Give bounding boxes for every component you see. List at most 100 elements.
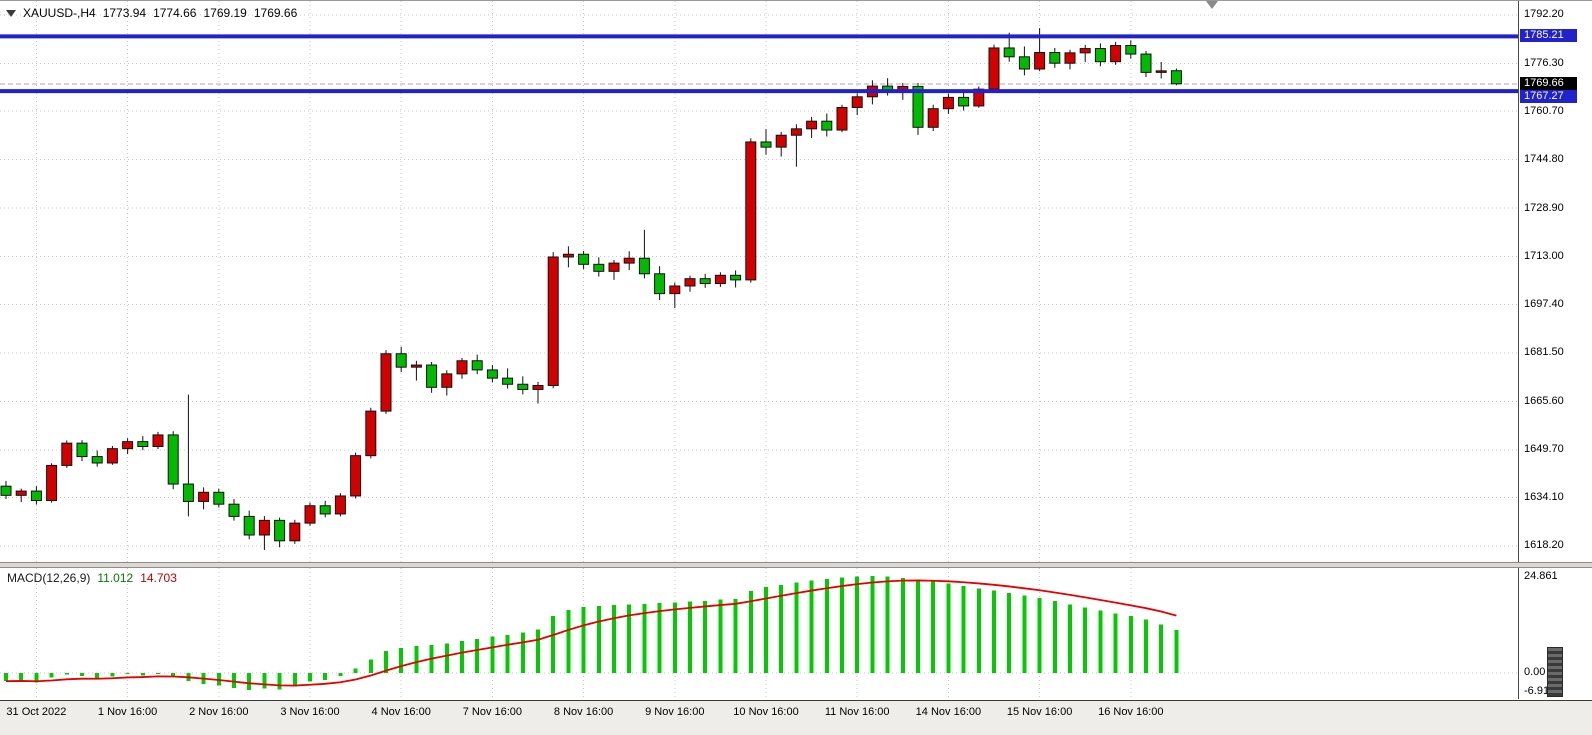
candle: [486, 369, 498, 379]
candle: [441, 373, 453, 388]
candle: [988, 47, 1000, 90]
macd-axis[interactable]: 24.861 0.00 -6.91: [1518, 568, 1592, 699]
time-axis-label: 2 Nov 16:00: [189, 706, 249, 718]
macd-panel[interactable]: MACD(12,26,9) 11.012 14.703: [0, 568, 1518, 699]
price-axis-label: 1744.80: [1524, 153, 1564, 166]
candle: [912, 85, 924, 128]
candle: [471, 360, 483, 371]
candle: [61, 442, 73, 466]
candle: [851, 96, 863, 108]
quick-trade-toggle-icon[interactable]: [6, 9, 16, 17]
price-axis[interactable]: 1785.21 1769.66 1767.27 1792.20 1776.30 17…: [1518, 1, 1592, 562]
candle: [942, 96, 954, 110]
candle: [593, 263, 605, 272]
price-axis-label: 1792.20: [1524, 8, 1564, 21]
candle: [1094, 48, 1106, 63]
ohlc-open: 1773.94: [102, 6, 147, 20]
candle: [730, 274, 742, 281]
candle: [228, 503, 240, 517]
candle: [456, 360, 468, 375]
level-lines-group[interactable]: [0, 34, 1518, 94]
candle: [15, 490, 27, 496]
symbol-info: XAUUSD-,H4 1773.94 1774.66 1769.19 1769.…: [6, 6, 297, 20]
candle: [319, 505, 331, 515]
macd-svg[interactable]: [0, 568, 1518, 699]
candle: [380, 353, 392, 412]
candle: [1064, 52, 1076, 64]
candle: [1003, 47, 1015, 58]
candle: [0, 485, 12, 496]
price-axis-label: 1634.10: [1524, 490, 1564, 503]
macd-zero-label: 0.00: [1524, 666, 1546, 678]
candle: [638, 257, 650, 275]
candle: [1018, 56, 1030, 70]
candle: [76, 442, 88, 458]
macd-grid-lines: [0, 568, 1518, 699]
price-axis-label: 1649.70: [1524, 443, 1564, 456]
candle: [167, 434, 179, 485]
candle: [1170, 70, 1182, 85]
candle: [775, 134, 787, 148]
macd-max-label: 24.861: [1524, 570, 1558, 582]
price-axis-label: 1760.70: [1524, 104, 1564, 117]
time-axis-label: 16 Nov 16:00: [1098, 706, 1164, 718]
candle: [426, 364, 438, 388]
time-axis[interactable]: 31 Oct 2022 1 Nov 16:00 2 Nov 16:00 3 Nov 1…: [0, 700, 1592, 735]
price-chart[interactable]: XAUUSD-,H4 1773.94 1774.66 1769.19 1769.…: [0, 1, 1518, 562]
candle: [106, 448, 118, 464]
candle: [578, 253, 590, 265]
candle: [1125, 45, 1137, 55]
time-axis-label: 10 Nov 16:00: [733, 706, 799, 718]
resistance-price-tag: 1785.21: [1520, 29, 1577, 42]
candle: [137, 441, 149, 448]
candle: [745, 141, 757, 281]
candle: [1034, 52, 1046, 70]
time-axis-label: 8 Nov 16:00: [553, 706, 614, 718]
symbol-period-label: XAUUSD-,H4: [23, 6, 96, 20]
time-axis-label: 15 Nov 16:00: [1006, 706, 1073, 718]
candle: [122, 441, 134, 450]
time-axis-label: 4 Nov 16:00: [371, 706, 431, 718]
candle: [365, 410, 377, 457]
candle: [806, 120, 818, 130]
candle: [1155, 70, 1167, 73]
candle: [198, 491, 210, 502]
macd-signal-line: [5, 579, 1177, 687]
candle: [502, 377, 514, 385]
candle: [1110, 45, 1122, 63]
candle: [91, 456, 103, 464]
candle: [46, 464, 58, 502]
scrollbar-thumb[interactable]: [1547, 647, 1563, 697]
candle: [532, 384, 544, 390]
candle: [258, 519, 270, 536]
candle: [289, 522, 301, 542]
candles-group: [0, 28, 1182, 550]
time-axis-label: 11 Nov 16:00: [824, 706, 890, 718]
candle: [821, 120, 833, 131]
candle: [213, 491, 225, 505]
candle: [410, 364, 422, 368]
support-price-tag: 1767.27: [1520, 90, 1577, 103]
price-axis-label: 1776.30: [1524, 57, 1564, 70]
candle: [684, 278, 696, 287]
candle: [760, 141, 772, 148]
time-axis-label: 1 Nov 16:00: [97, 706, 158, 718]
indicator-label: MACD(12,26,9) 11.012 14.703: [7, 571, 177, 585]
macd-histogram: [4, 575, 1179, 691]
candle: [304, 505, 316, 524]
candle: [836, 106, 848, 131]
bid-price-tag: 1769.66: [1520, 77, 1577, 90]
time-axis-label: 7 Nov 16:00: [462, 706, 523, 718]
ohlc-high: 1774.66: [153, 6, 197, 20]
price-axis-label: 1713.00: [1524, 250, 1564, 263]
price-chart-svg[interactable]: [0, 1, 1518, 562]
candle: [669, 285, 681, 295]
panel-separator[interactable]: [0, 562, 1592, 568]
candle: [30, 490, 42, 502]
candle: [152, 434, 164, 448]
candle: [790, 128, 802, 136]
candle: [274, 519, 286, 542]
candle: [562, 253, 574, 258]
candle: [608, 262, 620, 272]
